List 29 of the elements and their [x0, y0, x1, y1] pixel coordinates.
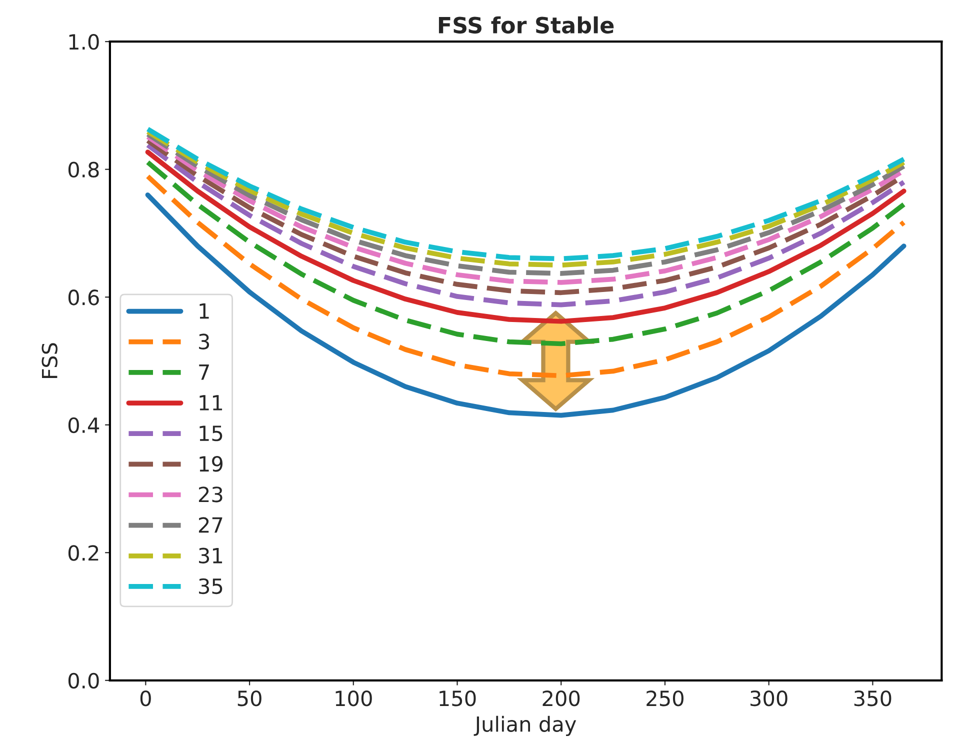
legend-label: 1: [200, 303, 209, 319]
legend-label: 27: [198, 517, 222, 533]
x-tick-label: 100: [336, 690, 372, 706]
legend-label: 7: [199, 364, 209, 380]
line-series: [145, 174, 906, 378]
y-tick-label: 0.8: [68, 162, 99, 178]
x-tick-label: 0: [140, 690, 151, 706]
legend-label: 15: [200, 426, 222, 442]
legend-label: 23: [198, 486, 222, 502]
y-tick-label: 0.2: [68, 545, 98, 561]
legend-label: 11: [200, 395, 222, 410]
x-tick-label: 200: [542, 690, 580, 706]
legend-label: 3: [199, 334, 210, 350]
legend-label: 31: [199, 548, 222, 564]
x-tick-label: 300: [750, 690, 788, 706]
line-series: [145, 192, 906, 418]
x-tick-label: 150: [440, 690, 476, 706]
x-tick-label: 50: [238, 690, 262, 706]
x-tick-label: 350: [854, 690, 892, 706]
y-tick-label: 0.0: [68, 672, 99, 689]
x-axis-title: Julian day: [474, 716, 576, 736]
x-tick-label: 250: [646, 690, 684, 706]
chart-title: FSS for Stable: [438, 16, 614, 34]
legend-label: 35: [199, 578, 222, 594]
y-tick-label: 0.4: [68, 417, 100, 434]
y-axis-title: FSS: [42, 343, 58, 378]
y-tick-label: 0.6: [68, 290, 99, 306]
y-tick-label: 1.0: [69, 34, 99, 50]
legend-label: 19: [200, 456, 222, 472]
